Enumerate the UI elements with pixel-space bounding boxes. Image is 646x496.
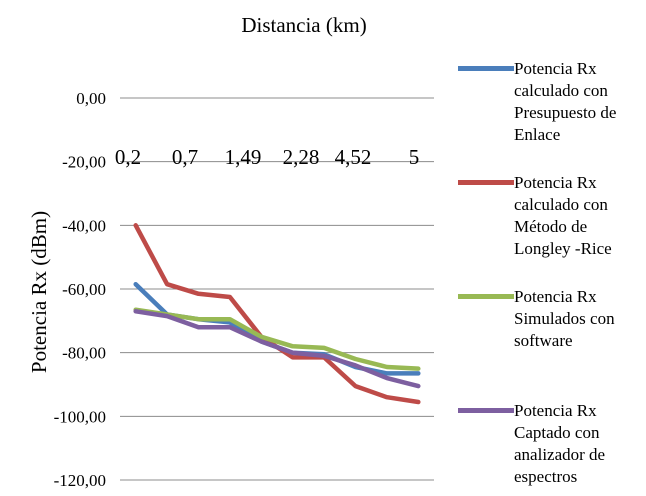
series-line-analizador [133,309,421,389]
y-tick-labels: 0,00 -20,00 -40,00 -60,00 -80,00 -100,00 -120,… [54,89,106,490]
x-tick-label: 0,2 [115,145,141,169]
x-tick-label: 4,52 [335,145,372,169]
x-tick-labels: 0,2 0,7 1,49 2,28 4,52 5 [115,145,419,169]
legend-swatch-simulados [458,294,514,299]
legend-swatch-analizador [458,408,514,413]
y-tick-label: -100,00 [54,407,106,426]
x-tick-label: 0,7 [172,145,198,169]
y-tick-label: -120,00 [54,471,106,490]
x-tick-label: 2,28 [283,145,320,169]
y-tick-label: -20,00 [62,153,106,172]
chart-title: Distancia (km) [241,13,366,37]
y-tick-label: 0,00 [76,89,106,108]
series-line-presupuesto [133,281,421,376]
series-line-simulados [133,307,421,371]
x-tick-label: 5 [409,145,420,169]
legend-label-simulados: Potencia Rx Simulados con software [514,287,615,350]
legend-label-longley-rice: Potencia Rx calculado con Método de Long… [514,173,612,258]
gridlines [120,97,434,481]
legend-label-presupuesto: Potencia Rx calculado con Presupuesto de… [514,59,617,144]
legend-swatch-longley-rice [458,180,514,185]
y-tick-label: -40,00 [62,216,106,235]
x-tick-label: 1,49 [225,145,262,169]
y-axis-label: Potencia Rx (dBm) [27,211,51,373]
series-lines [133,223,421,405]
y-tick-label: -80,00 [62,344,106,363]
legend-label-analizador: Potencia Rx Captado con analizador de es… [514,401,606,486]
legend-swatch-presupuesto [458,66,514,71]
y-tick-label: -60,00 [62,280,106,299]
